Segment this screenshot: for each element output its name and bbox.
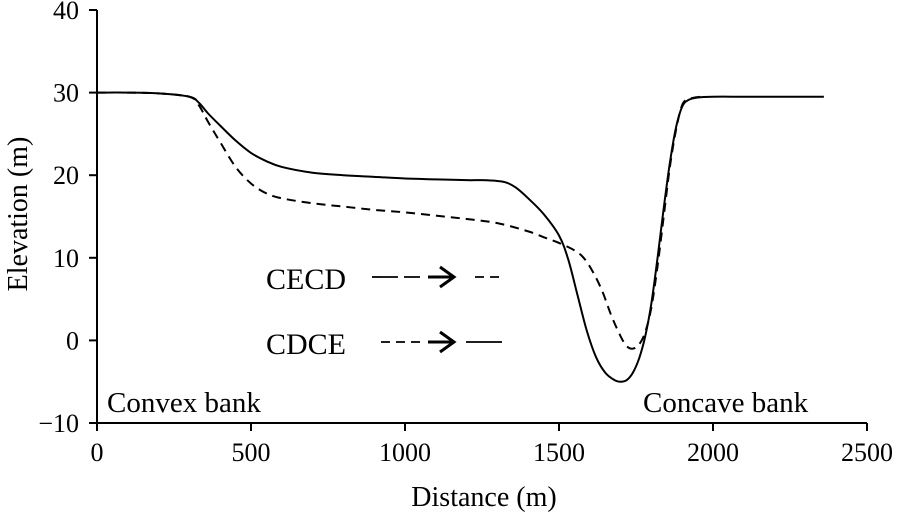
solid-profile-line xyxy=(96,91,824,383)
concave-bank-annotation: Concave bank xyxy=(643,387,809,419)
x-axis-title: Distance (m) xyxy=(411,482,556,513)
series-layer xyxy=(96,91,824,383)
convex-bank-annotation: Convex bank xyxy=(107,387,261,419)
y-tick-label: 20 xyxy=(53,161,79,190)
y-ticks: −10 0 10 20 30 40 xyxy=(38,0,97,438)
legend-cdce-arrow-icon xyxy=(428,330,457,354)
y-axis-title: Elevation (m) xyxy=(3,137,34,292)
axes xyxy=(96,10,867,424)
x-tick-label: 1500 xyxy=(533,438,585,467)
x-tick-label: 1000 xyxy=(379,438,431,467)
x-tick-label: 500 xyxy=(232,438,271,467)
y-tick-label: 30 xyxy=(53,79,79,108)
legend: CECD CDCE xyxy=(266,263,502,361)
x-tick-label: 0 xyxy=(91,438,104,467)
x-tick-label: 2000 xyxy=(687,438,739,467)
x-tick-label: 2500 xyxy=(841,438,893,467)
x-ticks: 0 500 1000 1500 2000 2500 xyxy=(91,423,893,467)
legend-cecd-arrow-icon xyxy=(428,265,457,289)
y-tick-label: 10 xyxy=(53,244,79,273)
y-tick-label: −10 xyxy=(38,409,79,438)
y-tick-label: 40 xyxy=(53,0,79,25)
dashed-profile-line xyxy=(96,91,701,350)
y-tick-label: 0 xyxy=(66,326,79,355)
legend-label-cdce: CDCE xyxy=(266,328,346,361)
legend-label-cecd: CECD xyxy=(266,263,346,296)
